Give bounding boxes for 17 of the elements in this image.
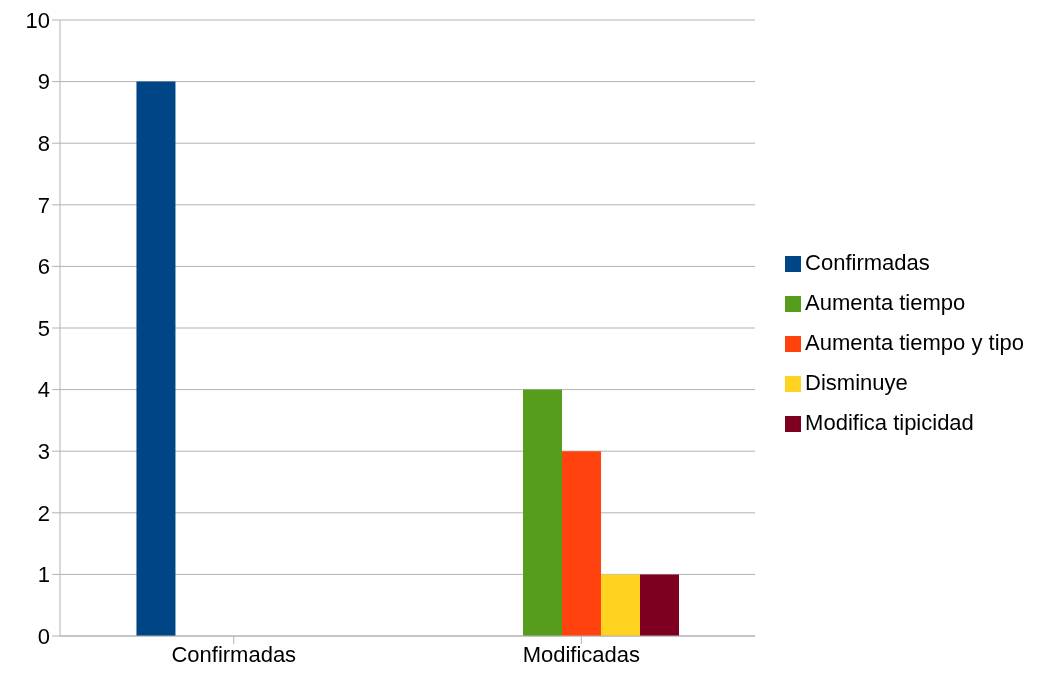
legend-label: Aumenta tiempo — [805, 290, 966, 315]
y-tick-label: 2 — [37, 500, 50, 526]
y-tick-label: 1 — [37, 562, 50, 588]
y-tick-label: 5 — [37, 315, 50, 341]
y-tick-label: 0 — [37, 623, 50, 649]
y-tick-label: 4 — [37, 377, 50, 403]
legend-label: Confirmadas — [805, 250, 930, 275]
legend-label: Aumenta tiempo y tipo — [805, 330, 1024, 355]
y-tick-label: 8 — [37, 131, 50, 157]
y-tick-label: 6 — [37, 254, 50, 280]
legend-label: Modifica tipicidad — [805, 410, 974, 435]
y-tick-label: 3 — [37, 439, 50, 465]
y-tick-label: 9 — [37, 69, 50, 95]
y-tick-label: 10 — [25, 7, 50, 33]
y-tick-label: 7 — [37, 192, 50, 218]
x-tick-label: Modificadas — [522, 641, 641, 667]
legend-label: Disminuye — [805, 370, 908, 395]
